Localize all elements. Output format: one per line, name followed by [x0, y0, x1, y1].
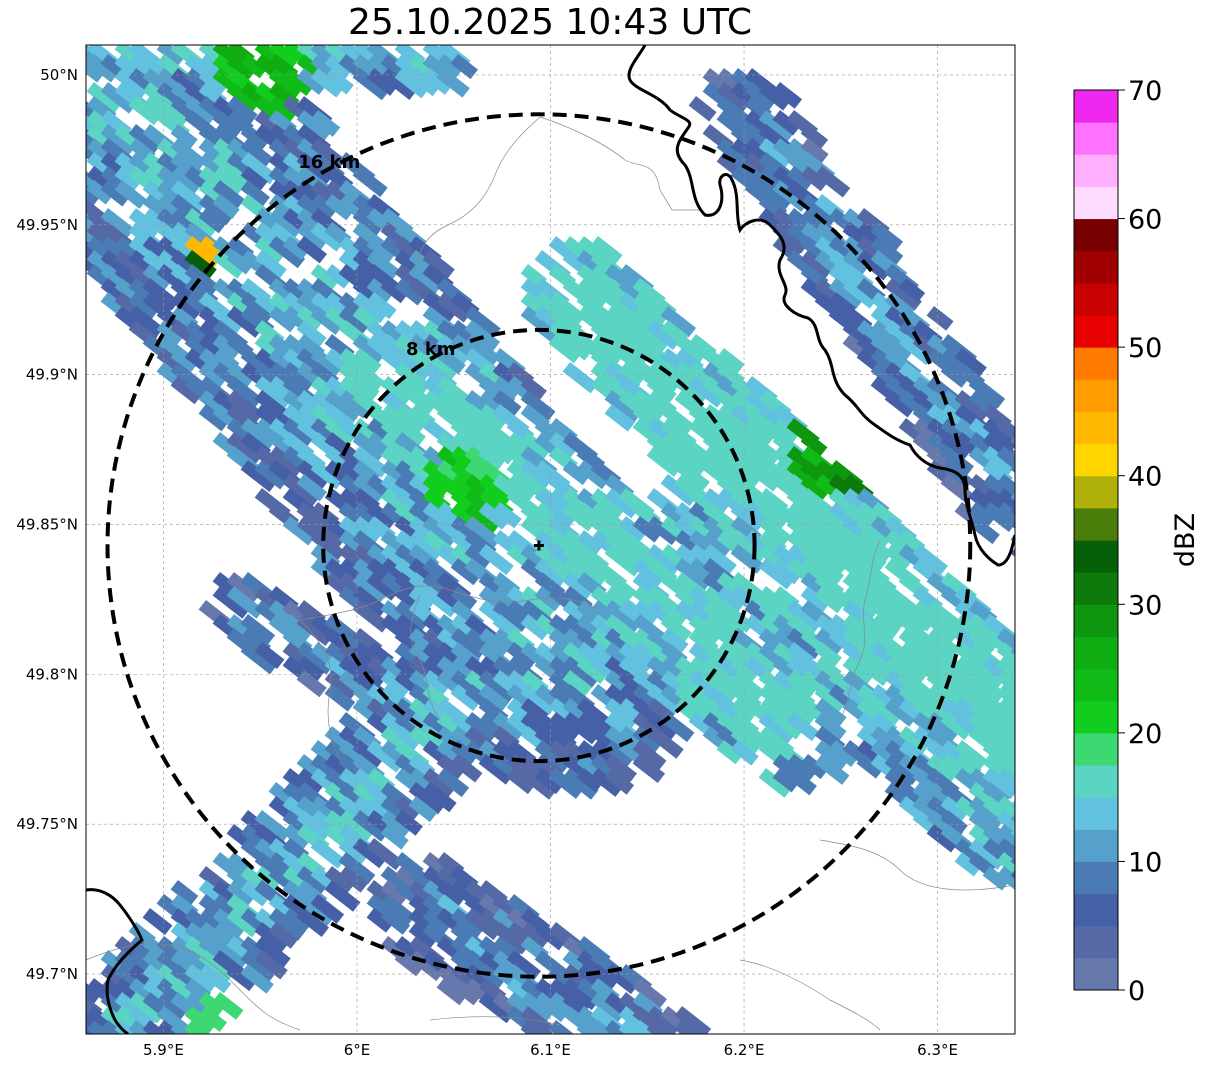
colorbar-tick-label: 70: [1128, 76, 1162, 107]
lat-tick-label: 50°N: [40, 66, 78, 84]
colorbar-tick-label: 10: [1128, 847, 1162, 878]
colorbar-band: [1074, 636, 1118, 670]
colorbar-band: [1074, 925, 1118, 959]
lon-tick-label: 6.2°E: [724, 1041, 765, 1059]
longitude-tick-labels: 5.9°E 6°E 6.1°E 6.2°E 6.3°E: [143, 1041, 958, 1059]
range-ring-label: 8 km: [406, 339, 456, 360]
latitude-tick-labels: 50°N 49.95°N 49.9°N 49.85°N 49.8°N 49.75°N 49.…: [16, 66, 78, 983]
colorbar-band: [1074, 186, 1118, 220]
colorbar-tick-label: 60: [1128, 205, 1162, 236]
colorbar-band: [1074, 443, 1118, 477]
colorbar-tick-label: 50: [1128, 333, 1162, 364]
colorbar-band: [1074, 122, 1118, 155]
colorbar-band: [1074, 893, 1118, 927]
lat-tick-label: 49.75°N: [16, 815, 78, 833]
range-rings: [105, 112, 973, 979]
colorbar-band: [1074, 797, 1118, 830]
colorbar-band: [1074, 218, 1118, 252]
map-frame: [85, 44, 1016, 1035]
colorbar-label: dBZ: [1170, 513, 1201, 567]
range-ring-labels: 8 km 16 km: [298, 152, 455, 360]
colorbar-band: [1074, 829, 1118, 862]
colorbar-band: [1074, 668, 1118, 702]
chart-title: 25.10.2025 10:43 UTC: [347, 2, 753, 43]
lat-tick-label: 49.95°N: [16, 216, 78, 234]
lon-tick-label: 5.9°E: [143, 1041, 184, 1059]
colorbar-band: [1074, 572, 1118, 605]
colorbar-band: [1074, 282, 1118, 316]
admin-boundary-south: [86, 943, 561, 1031]
lon-tick-label: 6.3°E: [917, 1041, 958, 1059]
admin-boundaries: [86, 45, 1015, 1034]
radar-site-marker: [533, 540, 544, 551]
colorbar-band: [1074, 411, 1118, 445]
colorbar-band: [1074, 347, 1118, 380]
lat-tick-label: 49.8°N: [26, 665, 78, 683]
colorbar-tick-label: 40: [1128, 462, 1162, 493]
lat-tick-label: 49.85°N: [16, 516, 78, 534]
national-border-southwest: [86, 888, 144, 1034]
colorbar-band: [1074, 732, 1118, 766]
range-ring: [321, 327, 757, 764]
colorbar-band: [1074, 379, 1118, 412]
colorbar-band: [1074, 250, 1118, 284]
range-ring: [105, 112, 973, 979]
colorbar-tick-label: 30: [1128, 590, 1162, 621]
colorbar-band: [1074, 700, 1118, 734]
colorbar-frame: [1073, 89, 1119, 991]
colorbar-tick-label: 20: [1128, 719, 1162, 750]
colorbar-band: [1074, 957, 1118, 991]
colorbar-band: [1074, 507, 1118, 541]
lat-tick-label: 49.7°N: [26, 965, 78, 983]
colorbar-band: [1074, 90, 1118, 123]
lon-tick-label: 6°E: [344, 1041, 371, 1059]
national-border-east: [627, 45, 1015, 567]
admin-boundary-north: [414, 116, 700, 271]
lat-tick-label: 49.9°N: [26, 366, 78, 384]
colorbar-band: [1074, 475, 1118, 509]
admin-boundary-center: [299, 585, 601, 761]
colorbar-band: [1074, 315, 1118, 348]
colorbar-band: [1074, 540, 1118, 573]
colorbar-bands: [1074, 90, 1118, 991]
colorbar-band: [1074, 765, 1118, 798]
gridlines: [86, 45, 1015, 1034]
colorbar-ticks: 0 10 20 30 40 50 60 70: [1118, 76, 1162, 1007]
colorbar-tick-label: 0: [1128, 976, 1145, 1007]
reflectivity-layer: [86, 45, 1015, 1034]
range-ring-label: 16 km: [298, 152, 360, 173]
colorbar-band: [1074, 604, 1118, 637]
colorbar-band: [1074, 154, 1118, 187]
lon-tick-label: 6.1°E: [530, 1041, 571, 1059]
colorbar-band: [1074, 861, 1118, 895]
